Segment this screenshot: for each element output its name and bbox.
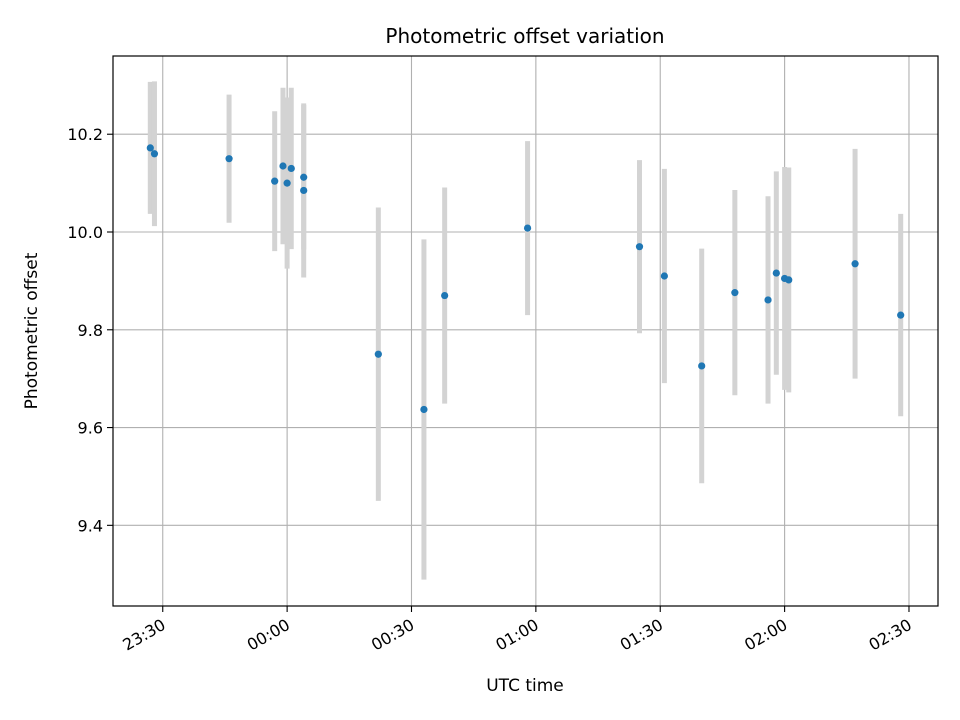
data-point xyxy=(225,155,233,163)
data-points xyxy=(146,144,905,414)
data-point xyxy=(764,296,772,304)
x-axis-title: UTC time xyxy=(486,676,564,696)
data-point xyxy=(523,224,532,232)
x-tick-label: 23:30 xyxy=(119,615,168,655)
x-tick-label: 00:30 xyxy=(368,615,417,655)
x-tick-label: 00:00 xyxy=(244,615,293,655)
data-point xyxy=(300,173,308,181)
x-tick-label: 01:30 xyxy=(617,615,666,655)
y-tick-label: 9.8 xyxy=(78,321,103,340)
y-tick-label: 10.0 xyxy=(67,223,103,242)
data-point xyxy=(731,289,739,297)
data-point xyxy=(785,276,793,284)
x-tick-label: 01:00 xyxy=(492,615,541,655)
data-point xyxy=(897,311,905,319)
y-tick-label: 9.6 xyxy=(78,419,103,438)
data-point xyxy=(146,144,154,152)
y-axis-title: Photometric offset xyxy=(22,252,42,409)
data-point xyxy=(635,243,644,251)
x-axis: 23:30 00:00 00:30 01:00 01:30 02:00 02:30 xyxy=(119,606,915,655)
error-bars xyxy=(147,81,904,580)
data-point xyxy=(374,350,382,358)
plot-frame xyxy=(112,55,939,607)
data-point xyxy=(283,179,291,187)
data-point xyxy=(271,177,279,185)
y-tick-label: 9.4 xyxy=(78,516,103,535)
grid xyxy=(113,56,938,606)
data-point xyxy=(287,164,295,173)
x-tick-label: 02:00 xyxy=(741,615,790,655)
y-axis: 9.4 9.6 9.8 10.0 10.2 xyxy=(67,125,113,535)
data-point xyxy=(279,162,287,170)
data-point xyxy=(300,186,308,195)
data-point xyxy=(150,150,159,158)
data-point xyxy=(420,405,428,414)
data-point xyxy=(772,269,780,277)
data-point xyxy=(660,272,668,280)
chart-title: Photometric offset variation xyxy=(385,24,664,48)
x-tick-label: 02:30 xyxy=(866,615,915,655)
data-point xyxy=(851,260,859,268)
data-point xyxy=(698,362,706,370)
data-point xyxy=(441,291,449,300)
y-tick-label: 10.2 xyxy=(67,125,103,144)
